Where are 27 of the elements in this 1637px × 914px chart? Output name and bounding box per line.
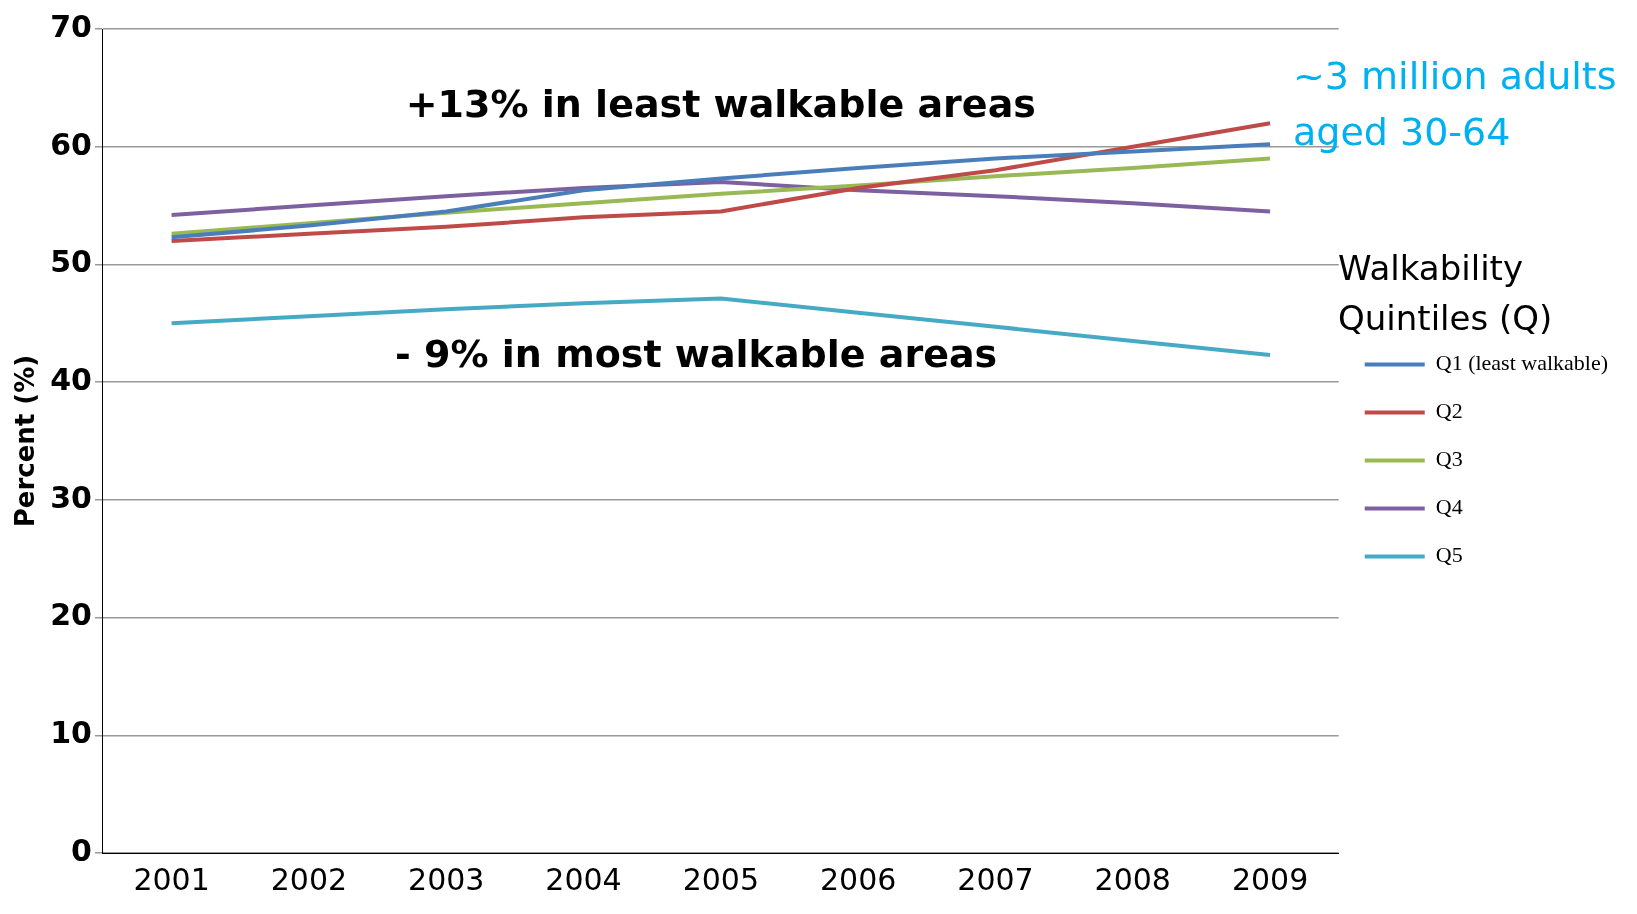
- x-tick-label: 2005: [682, 861, 760, 897]
- y-tick-label: 70: [50, 8, 92, 44]
- legend-title: Walkability Quintiles (Q): [1338, 247, 1554, 340]
- annotation: +13% in least walkable areas: [405, 81, 1036, 126]
- x-tick-label: 2002: [270, 861, 348, 897]
- x-tick-label: 2008: [1094, 861, 1171, 897]
- y-tick-label: 50: [50, 244, 92, 280]
- y-axis-title: Percent (%): [10, 354, 41, 528]
- y-tick-label: 60: [50, 126, 92, 162]
- y-tick-label: 30: [50, 479, 92, 515]
- y-tick-label: 20: [50, 597, 92, 633]
- x-tick-label: 2009: [1231, 861, 1309, 897]
- y-tick-label: 10: [50, 715, 92, 751]
- legend-label: Q4: [1435, 494, 1463, 520]
- annotation: ~3 million adults aged 30-64: [1293, 53, 1618, 156]
- y-tick-label: 0: [71, 832, 92, 868]
- x-tick-label: 2007: [957, 861, 1034, 897]
- legend-label: Q1 (least walkable): [1435, 350, 1608, 376]
- x-tick-label: 2004: [545, 861, 622, 897]
- x-tick-label: 2003: [408, 861, 485, 897]
- x-tick-label: 2006: [819, 861, 897, 897]
- x-tick-label: 2001: [133, 861, 210, 897]
- legend-label: Q5: [1435, 542, 1463, 568]
- annotation: - 9% in most walkable areas: [395, 331, 998, 376]
- y-tick-label: 40: [50, 361, 92, 397]
- legend-label: Q2: [1435, 398, 1463, 424]
- legend-label: Q3: [1435, 446, 1463, 472]
